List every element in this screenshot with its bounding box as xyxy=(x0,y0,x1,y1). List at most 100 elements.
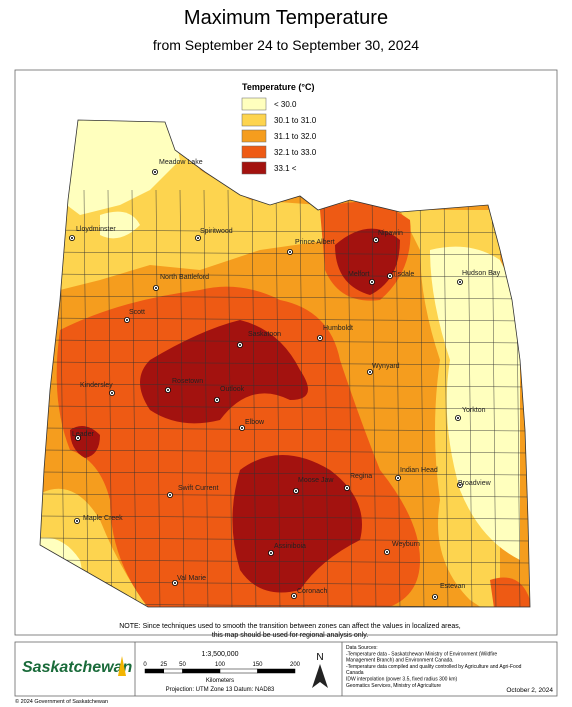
source-line: -Temperature data - Saskatchewan Ministr… xyxy=(346,651,497,657)
footer-frame xyxy=(14,641,558,697)
note: this map should be used for regional ana… xyxy=(212,632,368,639)
legend-label: < 30.0 xyxy=(274,100,297,109)
city-label: Kindersley xyxy=(80,382,113,389)
city-label: Estevan xyxy=(440,583,465,590)
city-dot xyxy=(295,490,297,492)
logo-icon xyxy=(118,656,126,676)
boundary xyxy=(323,189,329,607)
source-line: Geomatics Services, Ministry of Agricult… xyxy=(346,683,441,689)
boundary xyxy=(299,189,305,607)
scale-tick-label: 0 xyxy=(143,662,147,668)
scale-unit: Kilometers xyxy=(206,678,234,684)
city-dot xyxy=(155,287,157,289)
city-label: Outlook xyxy=(220,386,245,393)
city-label: Moose Jaw xyxy=(298,477,334,484)
city-dot xyxy=(397,477,399,479)
city-label: Weyburn xyxy=(392,541,420,548)
scale-segment xyxy=(219,668,258,674)
boundary xyxy=(40,581,530,586)
source-line: Canada xyxy=(346,670,364,676)
city-dot xyxy=(371,281,373,283)
source-line: IDW interpolation (power 3.5, fixed radi… xyxy=(346,677,457,683)
boundary xyxy=(227,189,233,607)
rm-boundaries xyxy=(40,189,530,607)
scale-ratio: 1:3,500,000 xyxy=(202,651,239,658)
scale-segment xyxy=(163,668,183,674)
city-dot xyxy=(111,392,113,394)
legend-label: 31.1 to 32.0 xyxy=(274,132,317,141)
city-dot xyxy=(239,344,241,346)
city-dot xyxy=(457,417,459,419)
city-dot xyxy=(71,237,73,239)
city-label: Yorkton xyxy=(462,407,486,414)
city-dot xyxy=(197,237,199,239)
boundary xyxy=(491,189,497,607)
city-label: Lloydminster xyxy=(76,226,116,233)
city-dot xyxy=(389,275,391,277)
city-dot xyxy=(375,239,377,241)
city-label: Humboldt xyxy=(323,325,353,332)
north-arrow xyxy=(312,664,328,688)
legend-label: 30.1 to 31.0 xyxy=(274,116,317,125)
boundary xyxy=(40,317,530,322)
city-dot xyxy=(174,582,176,584)
city-dot xyxy=(459,484,461,486)
city-dot xyxy=(293,595,295,597)
logo: Saskatchewan xyxy=(22,659,133,676)
city-label: Spiritwood xyxy=(200,228,233,235)
city-dot xyxy=(216,399,218,401)
boundary xyxy=(443,189,449,607)
city-dot xyxy=(126,319,128,321)
city-label: Assiniboia xyxy=(274,543,306,550)
scale-tick-label: 25 xyxy=(160,662,167,668)
legend-title: Temperature (°C) xyxy=(242,82,314,92)
scale-segment xyxy=(257,668,296,674)
legend-swatch xyxy=(241,97,267,111)
scale-segment xyxy=(182,668,221,674)
boundary xyxy=(40,295,530,300)
temperature-zone xyxy=(335,228,400,295)
scale-tick-label: 200 xyxy=(290,662,301,668)
boundary xyxy=(40,273,530,278)
cities: Meadow Lake Lloydminster Spiritwood Prince … xyxy=(69,159,501,601)
boundary xyxy=(155,189,161,607)
legend-swatch xyxy=(241,161,267,175)
source-line: Data Sources: xyxy=(346,645,378,651)
boundary xyxy=(40,427,530,432)
legend-label: 32.1 to 33.0 xyxy=(274,148,317,157)
north-label: N xyxy=(316,652,323,663)
boundary xyxy=(40,493,530,498)
boundary xyxy=(275,189,281,607)
city-dot xyxy=(241,427,243,429)
date: October 2, 2024 xyxy=(506,687,553,694)
note: NOTE: Since techniques used to smooth th… xyxy=(119,623,461,630)
subtitle: from September 24 to September 30, 2024 xyxy=(153,37,419,53)
boundary xyxy=(251,189,257,607)
city-dot xyxy=(319,337,321,339)
scale-tick-label: 50 xyxy=(179,662,186,668)
temperature-zone xyxy=(60,120,180,215)
legend-swatch xyxy=(241,129,267,143)
temperature-zone xyxy=(430,246,520,560)
boundary xyxy=(179,189,185,607)
boundary xyxy=(40,229,530,234)
copyright: © 2024 Government of Saskatchewan xyxy=(15,698,108,705)
city-dot xyxy=(434,596,436,598)
boundary xyxy=(40,471,530,476)
scale-tick-label: 150 xyxy=(252,662,263,668)
boundary xyxy=(40,559,530,564)
projection: Projection: UTM Zone 13 Datum: NAD83 xyxy=(166,687,275,693)
city-dot xyxy=(77,437,79,439)
boundary xyxy=(203,189,209,607)
temperature-zone xyxy=(100,211,140,239)
sources: Data Sources:-Temperature data - Saskatc… xyxy=(346,645,522,689)
city-dot xyxy=(369,371,371,373)
boundary xyxy=(40,383,530,388)
province-outline xyxy=(39,119,531,608)
source-line: Management Branch) and Environment Canad… xyxy=(346,658,454,664)
city-dot xyxy=(167,389,169,391)
city-dot xyxy=(459,281,461,283)
city-label: Coronach xyxy=(297,588,327,595)
boundary xyxy=(40,339,530,344)
